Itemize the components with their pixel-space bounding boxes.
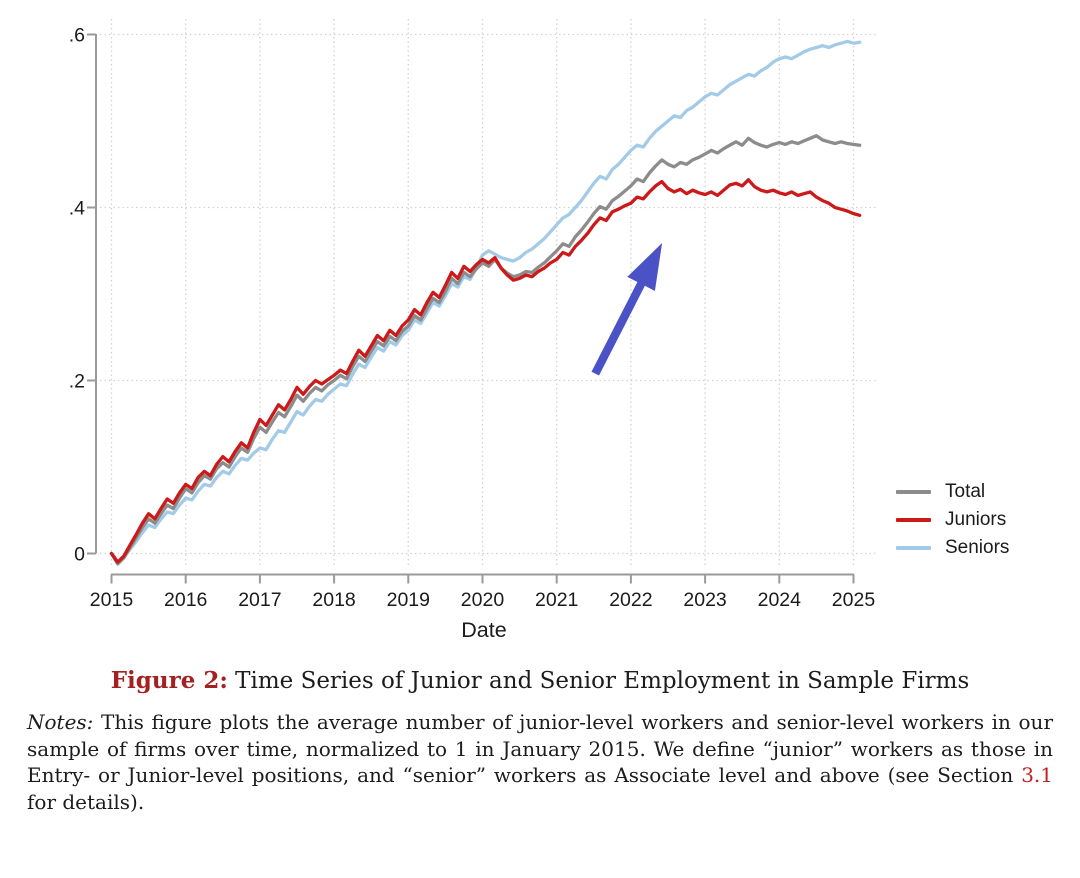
notes-text-after-link: for details). <box>27 789 145 814</box>
legend-item-total: Total <box>896 478 1009 506</box>
figure-caption: Figure 2: Time Series of Junior and Seni… <box>0 667 1080 694</box>
series-line-total <box>109 134 862 566</box>
notes-text-before-link: This figure plots the average number of … <box>27 710 1053 788</box>
x-tick-label: 2023 <box>683 589 726 611</box>
figure-title: Time Series of Junior and Senior Employm… <box>227 668 970 694</box>
legend-label-seniors: Seniors <box>945 537 1010 558</box>
series-line-seniors <box>109 39 862 564</box>
seniors-line-swatch <box>896 546 931 550</box>
x-tick-label: 2021 <box>535 589 578 611</box>
y-tick-label: .4 <box>69 198 85 220</box>
figure-number-label: Figure 2: <box>110 667 228 694</box>
x-tick-label: 2018 <box>312 589 355 611</box>
x-tick-label: 2024 <box>758 589 802 611</box>
juniors-line-swatch <box>896 518 931 522</box>
section-link[interactable]: 3.1 <box>1021 763 1053 788</box>
total-line-swatch <box>896 490 931 494</box>
x-tick-label: 2025 <box>832 589 876 611</box>
x-tick-label: 2015 <box>90 589 134 611</box>
annotation-arrow <box>591 243 663 376</box>
plot-svg: 0 .2 .4 .6 2015 2016 2017 2018 2019 2020 2021 2022 2… <box>69 19 877 642</box>
series-line-juniors <box>109 178 862 564</box>
x-tick-label: 2019 <box>387 589 430 611</box>
chart-legend: Total Juniors Seniors <box>896 478 1009 562</box>
x-axis-title: Date <box>461 618 506 642</box>
x-tick-label: 2016 <box>164 589 207 611</box>
legend-label-juniors: Juniors <box>945 509 1007 530</box>
y-tick-label: .2 <box>69 371 85 393</box>
legend-item-seniors: Seniors <box>896 534 1009 562</box>
notes-label: Notes: <box>27 710 94 734</box>
y-tick-label: 0 <box>74 544 85 566</box>
legend-item-juniors: Juniors <box>896 506 1009 534</box>
legend-label-total: Total <box>945 481 986 502</box>
figure-notes: Notes: This figure plots the average num… <box>27 709 1053 815</box>
y-tick-label: .6 <box>69 25 85 47</box>
x-tick-label: 2022 <box>609 589 652 611</box>
x-tick-label: 2017 <box>238 589 281 611</box>
x-tick-label: 2020 <box>461 589 505 611</box>
